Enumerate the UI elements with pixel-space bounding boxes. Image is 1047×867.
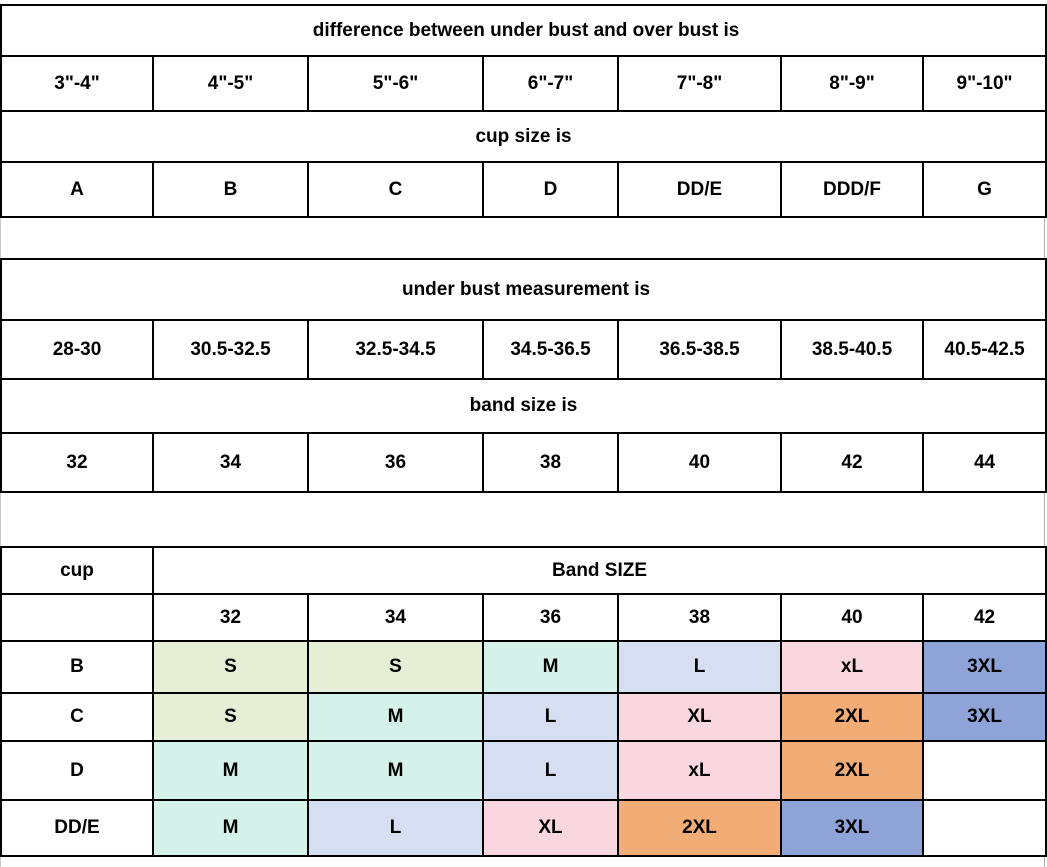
underbust-range-cell: 40.5-42.5 bbox=[921, 319, 1047, 380]
underbust-range-cell: 32.5-34.5 bbox=[307, 319, 484, 380]
band-size-cell: 44 bbox=[921, 432, 1047, 493]
cup-size-table: difference between under bust and over b… bbox=[0, 4, 1047, 218]
difference-range-cell: 9"-10" bbox=[921, 55, 1047, 112]
cup-row-label: C bbox=[0, 692, 154, 742]
size-cell: xL bbox=[780, 640, 924, 694]
size-cell: 3XL bbox=[780, 799, 924, 857]
size-cell: S bbox=[152, 640, 309, 694]
difference-range-cell: 7"-8" bbox=[617, 55, 782, 112]
band-column-header: 38 bbox=[617, 593, 782, 642]
band-size-cell: 32 bbox=[0, 432, 154, 493]
conversion-corner-label: cup bbox=[0, 546, 154, 595]
underbust-range-cell: 36.5-38.5 bbox=[617, 319, 782, 380]
band-size-subheader: band size is bbox=[0, 378, 1047, 434]
difference-range-cell: 5"-6" bbox=[307, 55, 484, 112]
band-size-cell: 42 bbox=[780, 432, 924, 493]
band-column-header: 32 bbox=[152, 593, 309, 642]
size-cell bbox=[921, 799, 1047, 857]
size-cell: M bbox=[152, 799, 309, 857]
cup-table-title: difference between under bust and over b… bbox=[0, 4, 1047, 57]
band-column-header: 40 bbox=[780, 593, 924, 642]
size-cell: XL bbox=[482, 799, 619, 857]
cup-size-cell: B bbox=[152, 161, 309, 218]
cup-row-label: DD/E bbox=[0, 799, 154, 857]
band-column-header: 42 bbox=[921, 593, 1047, 642]
size-cell: S bbox=[152, 692, 309, 742]
size-cell: 3XL bbox=[921, 692, 1047, 742]
difference-range-cell: 6"-7" bbox=[482, 55, 619, 112]
cup-size-cell: DD/E bbox=[617, 161, 782, 218]
size-cell: 2XL bbox=[780, 692, 924, 742]
difference-range-cell: 4"-5" bbox=[152, 55, 309, 112]
size-cell: L bbox=[307, 799, 484, 857]
band-size-header: Band SIZE bbox=[151, 546, 1047, 595]
underbust-range-cell: 28-30 bbox=[0, 319, 154, 380]
difference-range-cell: 8"-9" bbox=[780, 55, 924, 112]
size-cell bbox=[921, 740, 1047, 801]
blank-cell bbox=[0, 593, 154, 642]
cup-size-cell: A bbox=[0, 161, 154, 218]
band-size-table: under bust measurement is 28-30 30.5-32.… bbox=[0, 258, 1047, 493]
size-chart-sheet: difference between under bust and over b… bbox=[0, 4, 1047, 867]
size-cell: S bbox=[307, 640, 484, 694]
underbust-range-cell: 34.5-36.5 bbox=[482, 319, 619, 380]
band-size-cell: 40 bbox=[617, 432, 782, 493]
size-cell: xL bbox=[617, 740, 782, 801]
cup-row-label: D bbox=[0, 740, 154, 801]
band-column-header: 34 bbox=[307, 593, 484, 642]
size-cell: M bbox=[307, 740, 484, 801]
cup-row-label: B bbox=[0, 640, 154, 694]
cup-band-conversion-table: cup Band SIZE 32 34 36 38 40 42 B S S M … bbox=[0, 546, 1047, 857]
difference-range-cell: 3"-4" bbox=[0, 55, 154, 112]
size-cell: M bbox=[152, 740, 309, 801]
size-cell: 3XL bbox=[921, 640, 1047, 694]
cup-size-cell: G bbox=[921, 161, 1047, 218]
size-cell: L bbox=[617, 640, 782, 694]
size-cell: 2XL bbox=[780, 740, 924, 801]
cup-size-cell: D bbox=[482, 161, 619, 218]
band-column-header: 36 bbox=[482, 593, 619, 642]
band-size-cell: 34 bbox=[152, 432, 309, 493]
cup-size-cell: DDD/F bbox=[780, 161, 924, 218]
size-cell: 2XL bbox=[617, 799, 782, 857]
underbust-range-cell: 30.5-32.5 bbox=[152, 319, 309, 380]
band-table-title: under bust measurement is bbox=[0, 258, 1047, 321]
size-cell: M bbox=[307, 692, 484, 742]
size-cell: L bbox=[482, 740, 619, 801]
band-size-cell: 36 bbox=[307, 432, 484, 493]
size-cell: XL bbox=[617, 692, 782, 742]
cup-size-subheader: cup size is bbox=[0, 110, 1047, 163]
cup-size-cell: C bbox=[307, 161, 484, 218]
underbust-range-cell: 38.5-40.5 bbox=[780, 319, 924, 380]
size-cell: L bbox=[482, 692, 619, 742]
band-size-cell: 38 bbox=[482, 432, 619, 493]
size-cell: M bbox=[482, 640, 619, 694]
